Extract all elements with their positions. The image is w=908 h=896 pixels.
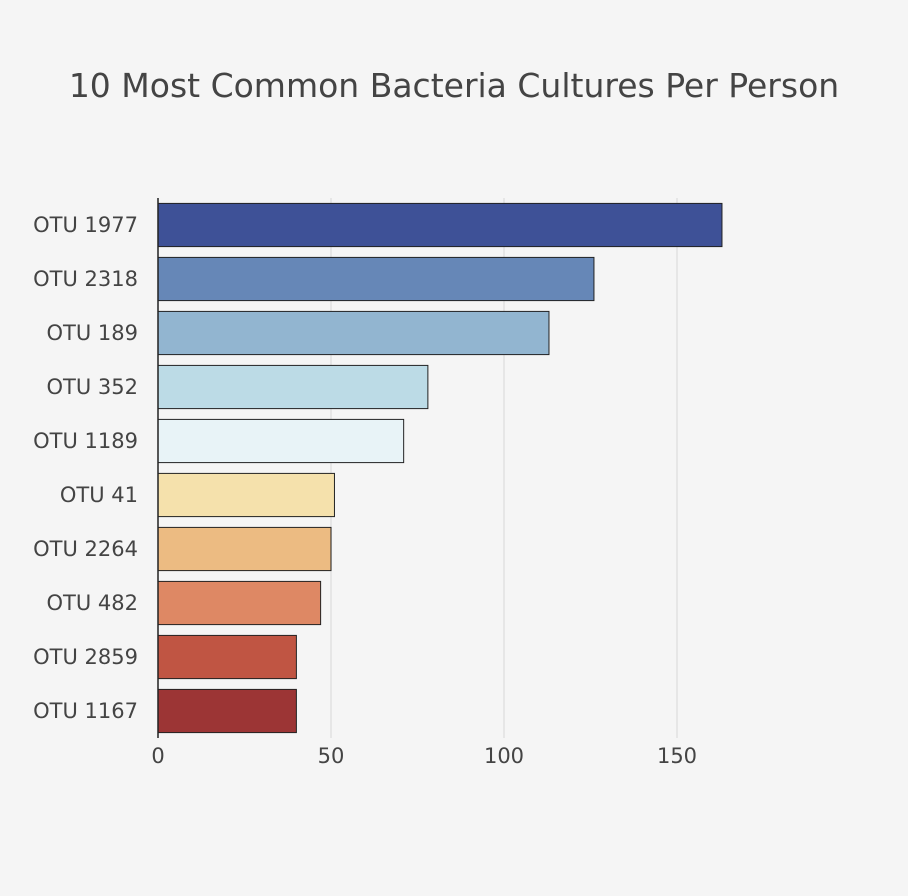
y-tick-label: OTU 352 bbox=[47, 375, 139, 399]
bar-otu-2859[interactable] bbox=[157, 634, 297, 680]
bar-otu-482[interactable] bbox=[157, 580, 322, 626]
y-tick-label: OTU 2318 bbox=[33, 267, 138, 291]
x-tick-label: 100 bbox=[484, 744, 524, 768]
x-tick-label: 50 bbox=[318, 744, 345, 768]
bar-otu-2318[interactable] bbox=[157, 256, 595, 302]
x-tick-labels: 0 50 100 150 bbox=[151, 744, 697, 768]
bar-otu-1189[interactable] bbox=[157, 418, 405, 464]
y-tick-label: OTU 2859 bbox=[33, 645, 138, 669]
x-tick-label: 150 bbox=[657, 744, 697, 768]
y-tick-label: OTU 1189 bbox=[33, 429, 138, 453]
y-tick-labels: OTU 1977 OTU 2318 OTU 189 OTU 352 OTU 1189 OT… bbox=[33, 213, 138, 723]
y-tick-label: OTU 1167 bbox=[33, 699, 138, 723]
bar-otu-189[interactable] bbox=[157, 310, 550, 356]
bar-otu-352[interactable] bbox=[157, 364, 429, 410]
x-tick-label: 0 bbox=[151, 744, 164, 768]
y-tick-label: OTU 41 bbox=[60, 483, 138, 507]
bar-otu-1167[interactable] bbox=[157, 688, 297, 734]
bar-otu-41[interactable] bbox=[157, 472, 335, 518]
bar-otu-1977[interactable] bbox=[157, 202, 723, 248]
y-tick-label: OTU 2264 bbox=[33, 537, 138, 561]
chart-title: 10 Most Common Bacteria Cultures Per Per… bbox=[68, 66, 840, 105]
y-tick-label: OTU 482 bbox=[47, 591, 139, 615]
bars bbox=[157, 202, 723, 734]
y-tick-label: OTU 1977 bbox=[33, 213, 138, 237]
bar-otu-2264[interactable] bbox=[157, 526, 332, 572]
y-tick-label: OTU 189 bbox=[47, 321, 139, 345]
